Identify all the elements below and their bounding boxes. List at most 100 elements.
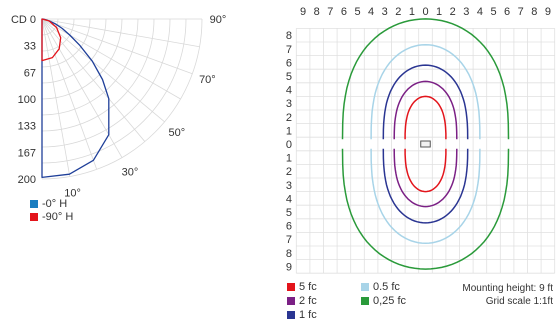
iso-x-tick: 1 xyxy=(409,6,415,18)
iso-y-tick: 5 xyxy=(286,207,292,219)
polar-ring xyxy=(41,18,123,100)
iso-contour-0-5-fc xyxy=(370,43,481,140)
polar-spoke xyxy=(41,18,200,48)
iso-contour-2-fc xyxy=(393,80,458,140)
legend-label-025fc: 0,25 fc xyxy=(373,295,407,307)
iso-contour-0-5-fc xyxy=(370,148,481,245)
iso-x-tick: 6 xyxy=(504,6,510,18)
iso-y-tick: 9 xyxy=(286,261,292,273)
iso-x-tick: 5 xyxy=(354,6,360,18)
grid-scale-note: Grid scale 1:1ft xyxy=(485,296,553,307)
polar-ring xyxy=(41,18,203,180)
iso-x-tick: 4 xyxy=(368,6,374,18)
polar-angle-label: 70° xyxy=(199,74,216,86)
legend-swatch-05fc xyxy=(361,283,369,291)
polar-ring xyxy=(41,18,187,164)
legend-label-1fc: 1 fc xyxy=(299,309,317,321)
polar-angle-label: 10° xyxy=(64,187,81,199)
iso-x-tick: 7 xyxy=(327,6,333,18)
legend-label-90h: -90° H xyxy=(42,211,74,223)
iso-x-tick: 8 xyxy=(531,6,537,18)
legend-item-05fc: 0.5 fc xyxy=(361,281,400,293)
iso-x-tick: 3 xyxy=(382,6,388,18)
legend-item-1fc: 1 fc xyxy=(287,309,317,321)
iso-x-tick: 9 xyxy=(545,6,551,18)
iso-y-tick: 7 xyxy=(286,44,292,56)
polar-angle-label: 90° xyxy=(210,14,227,26)
iso-y-tick: 4 xyxy=(286,193,292,205)
iso-y-tick: 1 xyxy=(286,153,292,165)
iso-x-tick: 5 xyxy=(490,6,496,18)
iso-x-tick: 7 xyxy=(518,6,524,18)
iso-x-tick: 8 xyxy=(314,6,320,18)
iso-contour-1-fc xyxy=(382,64,469,140)
polar-ring xyxy=(41,18,59,36)
iso-y-tick: 2 xyxy=(286,112,292,124)
legend-swatch-025fc xyxy=(361,297,369,305)
iso-contour-5-fc xyxy=(404,95,447,140)
legend-label-0h: -0° H xyxy=(42,198,68,210)
legend-label-2fc: 2 fc xyxy=(299,295,317,307)
polar-ring xyxy=(41,18,91,68)
iso-y-tick: 6 xyxy=(286,221,292,233)
polar-spoke xyxy=(41,18,193,75)
legend-item-5fc: 5 fc xyxy=(287,281,317,293)
legend-swatch-5fc xyxy=(287,283,295,291)
polar-spoke xyxy=(41,18,165,123)
polar-spoke xyxy=(41,18,98,170)
iso-y-tick: 3 xyxy=(286,180,292,192)
legend-swatch-2fc xyxy=(287,297,295,305)
polar-spoke xyxy=(41,18,71,177)
polar-angle-label: 50° xyxy=(169,127,186,139)
luminaire-marker xyxy=(420,140,431,148)
mounting-height-note: Mounting height: 9 ft xyxy=(462,283,553,294)
polar-r-tick: 100 xyxy=(18,94,36,106)
polar-ring xyxy=(41,18,107,84)
iso-contour-2-fc xyxy=(393,148,458,208)
polar-r-tick: 133 xyxy=(18,120,36,132)
iso-x-tick: 0 xyxy=(422,6,428,18)
iso-y-tick: 3 xyxy=(286,98,292,110)
polar-r-tick: 33 xyxy=(24,40,36,52)
polar-r-tick: 67 xyxy=(24,68,36,80)
iso-x-tick: 4 xyxy=(477,6,483,18)
iso-y-tick: 0 xyxy=(286,139,292,151)
iso-contour-0-25-fc xyxy=(341,148,510,270)
polar-series-1 xyxy=(41,18,62,62)
polar-ring xyxy=(41,18,171,148)
iso-contour-1-fc xyxy=(382,148,469,224)
iso-contour-5-fc xyxy=(404,148,447,193)
iso-x-tick: 6 xyxy=(341,6,347,18)
polar-r-tick: 167 xyxy=(18,148,36,160)
polar-ring xyxy=(41,18,139,116)
polar-candela-plot: CD 0 33 67 100 133 167 200 10° 30° 50° 70° 90° xyxy=(11,14,226,199)
iso-contour-0-25-fc xyxy=(341,18,510,140)
iso-y-tick: 8 xyxy=(286,30,292,42)
iso-y-tick: 4 xyxy=(286,85,292,97)
iso-x-tick: 1 xyxy=(436,6,442,18)
legend-item-90h: -90° H xyxy=(30,211,73,223)
legend-item-2fc: 2 fc xyxy=(287,295,317,307)
iso-y-tick: 2 xyxy=(286,166,292,178)
legend-item-0h: -0° H xyxy=(30,198,67,210)
iso-x-tick: 3 xyxy=(463,6,469,18)
iso-x-tick: 2 xyxy=(395,6,401,18)
polar-spoke xyxy=(41,18,181,100)
polar-angle-label: 30° xyxy=(122,166,139,178)
iso-y-tick: 6 xyxy=(286,57,292,69)
legend-label-5fc: 5 fc xyxy=(299,281,317,293)
iso-y-tick: 5 xyxy=(286,71,292,83)
legend-swatch-90h xyxy=(30,213,38,221)
polar-r-tick: CD 0 xyxy=(11,14,36,26)
legend-swatch-1fc xyxy=(287,311,295,319)
legend-swatch-0h xyxy=(30,200,38,208)
legend-item-025fc: 0,25 fc xyxy=(361,295,406,307)
polar-ring xyxy=(41,18,155,132)
polar-spoke xyxy=(41,18,146,142)
legend-label-05fc: 0.5 fc xyxy=(373,281,400,293)
iso-y-tick: 7 xyxy=(286,234,292,246)
iso-x-tick: 9 xyxy=(300,6,306,18)
polar-r-tick: 200 xyxy=(18,174,36,186)
